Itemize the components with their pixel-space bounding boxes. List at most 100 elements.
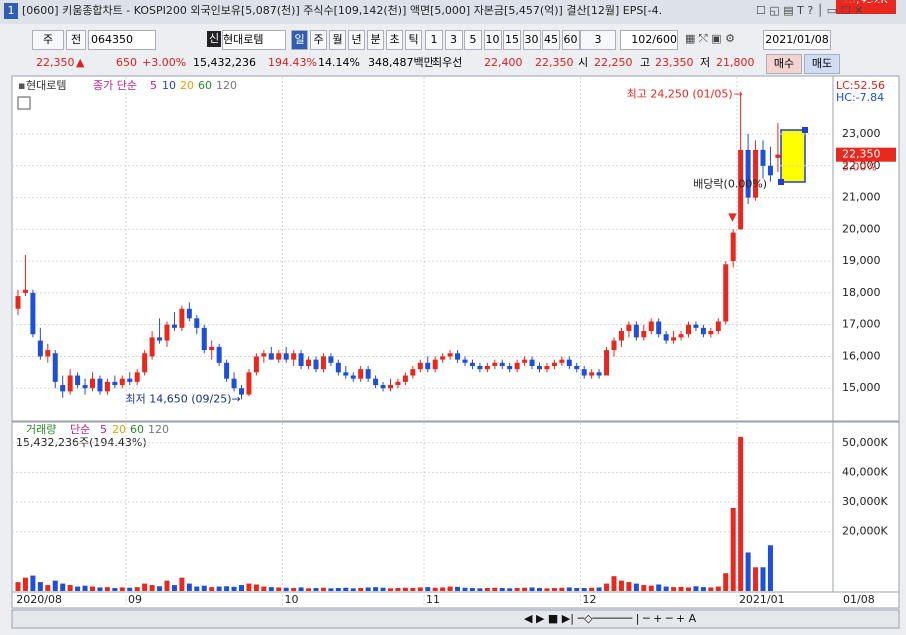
x-tick-label: 09 — [128, 593, 142, 606]
volume-bar — [723, 573, 729, 591]
candle-body — [216, 346, 222, 363]
volume-bar — [194, 586, 200, 591]
sell-button[interactable]: 매도 — [804, 54, 840, 74]
candle-body — [194, 318, 200, 328]
amount: 348,487백만 — [368, 56, 434, 69]
volume-bar — [373, 587, 379, 591]
period-button[interactable]: 년 — [348, 30, 365, 50]
market-select[interactable]: 주 — [32, 30, 64, 50]
volume-tag-label: 15,432K — [842, 0, 888, 6]
period-button[interactable]: 월 — [329, 30, 346, 50]
period-button[interactable]: 일 — [291, 30, 308, 50]
candle-body — [417, 362, 423, 370]
open: 22,250 — [594, 56, 633, 69]
period-button[interactable]: 45 — [542, 30, 560, 50]
high-annotation: 최고 24,250 (01/05) — [627, 87, 733, 100]
volume-bar — [45, 585, 51, 591]
badge: 신 — [207, 31, 221, 47]
code-input[interactable]: 064350 — [88, 30, 156, 50]
candle-body — [507, 365, 513, 370]
drawing-box[interactable] — [780, 129, 806, 183]
volume-ratio: 194.43% — [268, 56, 317, 69]
volume-bar — [134, 587, 140, 591]
bid: 22,350 — [535, 56, 574, 69]
buy-button[interactable]: 매수 — [766, 54, 802, 74]
volume-bar — [551, 588, 557, 591]
price-panel — [11, 75, 834, 422]
candle-body — [618, 331, 624, 341]
period-button[interactable]: 분 — [367, 30, 384, 50]
candle-body — [522, 359, 528, 363]
volume-bar — [671, 587, 677, 591]
legend-marker: ▪ — [18, 79, 25, 92]
scroll-arrows[interactable]: ◀ ▶ ■ ▶| ─◇────── | ─ + ─ + A — [524, 612, 697, 625]
period-button[interactable]: 10 — [483, 30, 502, 50]
period-button[interactable]: 15 — [503, 30, 521, 50]
volume-bar — [581, 588, 587, 591]
candle-body — [566, 359, 572, 366]
volume-bar — [767, 545, 773, 591]
volume-bar — [477, 588, 483, 591]
candle-body — [738, 149, 744, 230]
stock-name-input[interactable]: 현대로템 — [222, 30, 286, 50]
candle-body — [469, 362, 475, 366]
volume-bar — [276, 587, 282, 591]
candle-body — [753, 149, 759, 198]
period-button[interactable]: 30 — [522, 30, 541, 50]
scope-button[interactable]: 전 — [66, 30, 86, 50]
period-button[interactable]: 틱 — [405, 30, 422, 50]
window-controls[interactable]: ☐ ◱ ▤ T ? │ ▭ ☐ ✕ — [756, 4, 864, 17]
candle-body — [604, 350, 610, 376]
volume-bar — [388, 588, 393, 591]
scrollbar[interactable] — [11, 609, 900, 629]
volume-bar — [544, 588, 550, 591]
volume-axis-panel — [832, 421, 900, 593]
volume-bar — [738, 436, 744, 591]
candle-body — [15, 296, 21, 309]
period-button[interactable]: 1 — [425, 30, 443, 50]
candle-body — [45, 350, 51, 357]
turnover: 14.14% — [318, 56, 360, 69]
candle-body — [440, 356, 446, 360]
period-button[interactable]: 3 — [444, 30, 463, 50]
candle-body — [335, 362, 341, 373]
grid-icon[interactable] — [17, 96, 31, 110]
period-button[interactable]: 초 — [386, 30, 403, 50]
period-button[interactable]: 주 — [310, 30, 327, 50]
candle-body — [484, 365, 490, 370]
tool-icons[interactable]: ▦ ⤲ ▣ ⚙ — [685, 32, 735, 45]
candle-body — [90, 378, 95, 389]
volume-bar — [507, 588, 513, 591]
x-tick-label: 2020/08 — [16, 593, 62, 606]
drawing-handle[interactable] — [778, 179, 784, 185]
period-button[interactable]: 5 — [464, 30, 482, 50]
low: 21,800 — [716, 56, 755, 69]
volume-bar — [224, 586, 230, 591]
candle-body — [388, 385, 393, 389]
period-button[interactable]: 60 — [561, 30, 580, 50]
count-input[interactable]: 102/600 — [620, 30, 678, 50]
volume-bar — [216, 586, 222, 591]
volume-bar — [574, 588, 580, 591]
volume-bar — [596, 587, 602, 591]
volume-bar — [432, 587, 438, 591]
volume-bar — [261, 586, 267, 591]
date-input[interactable]: 2021/01/08 — [763, 30, 831, 50]
volume-bar — [484, 588, 490, 591]
price-tag-label: 22,350 — [842, 148, 881, 161]
volume-bar — [75, 586, 81, 591]
volume-bar — [589, 587, 595, 591]
lc-label: LC:52.56 — [836, 79, 885, 92]
interval-select[interactable]: 3 — [580, 30, 616, 50]
candle-body — [239, 388, 244, 395]
stock-name: 현대로템 — [26, 79, 66, 92]
x-tick-label: 2021/01 — [739, 593, 785, 606]
volume-bar — [291, 588, 297, 591]
volume-bar — [380, 587, 386, 591]
drawing-handle[interactable] — [802, 127, 808, 133]
volume-bar — [447, 586, 453, 591]
high: 23,350 — [655, 56, 694, 69]
volume-bar — [514, 588, 520, 591]
candle-body — [67, 375, 73, 392]
volume-bar — [626, 582, 632, 591]
